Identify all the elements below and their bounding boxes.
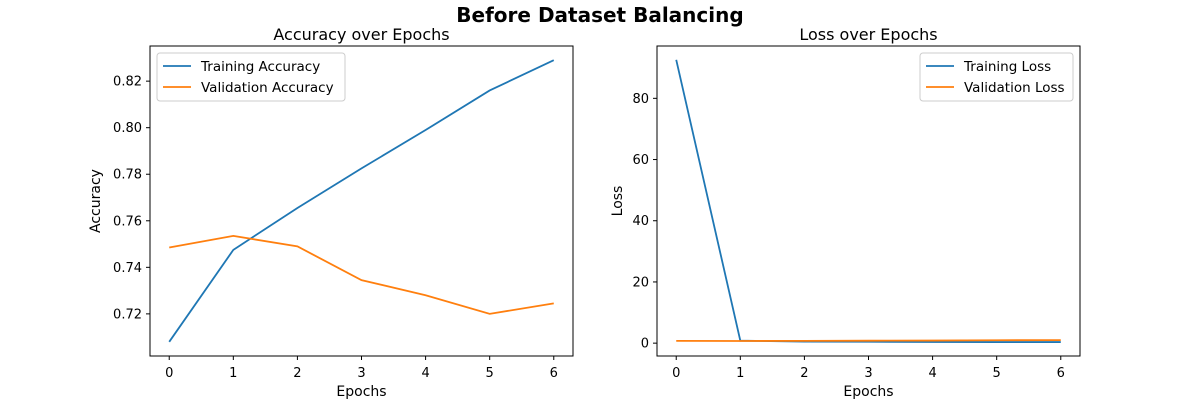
y-axis-label: Loss: [610, 186, 626, 217]
legend-entry: Validation Loss: [964, 80, 1065, 96]
legend: Training Loss Validation Loss: [919, 52, 1074, 102]
x-axis-label: Epochs: [843, 384, 893, 400]
legend-box: [919, 52, 1074, 102]
y-tick-label: 0.76: [113, 214, 142, 229]
x-tick-label: 1: [229, 366, 237, 381]
x-axis-label: Epochs: [336, 384, 386, 400]
x-tick-label: 1: [736, 366, 744, 381]
y-tick-label: 0.74: [113, 261, 142, 276]
x-tick-label: 6: [550, 366, 558, 381]
x-tick-label: 0: [672, 366, 680, 381]
x-tick-label: 3: [864, 366, 872, 381]
x-tick-label: 5: [993, 366, 1001, 381]
legend-entry: Training Loss: [963, 59, 1051, 75]
chart-title: Accuracy over Epochs: [273, 25, 449, 44]
x-tick-label: 6: [1057, 366, 1065, 381]
y-tick-label: 40: [632, 214, 649, 229]
legend-entry: Training Accuracy: [200, 59, 320, 75]
y-axis-label: Accuracy: [88, 169, 104, 233]
legend-entry: Validation Accuracy: [201, 80, 334, 96]
y-tick-label: 0.80: [113, 121, 142, 136]
y-tick-label: 0.72: [113, 307, 142, 322]
y-tick-label: 60: [632, 153, 649, 168]
legend-box: [156, 52, 346, 102]
x-tick-label: 4: [928, 366, 936, 381]
y-tick-label: 80: [632, 92, 649, 107]
chart-title: Loss over Epochs: [799, 25, 937, 44]
y-tick-label: 20: [632, 275, 649, 290]
series-line-training: [168, 59, 555, 343]
series-line-validation: [676, 339, 1061, 342]
series-line-training: [675, 59, 1061, 343]
y-tick-label: 0.82: [113, 75, 142, 90]
y-tick-label: 0.78: [113, 168, 142, 183]
x-tick-label: 0: [165, 366, 173, 381]
figure-title: Before Dataset Balancing: [456, 3, 743, 27]
x-tick-label: 4: [421, 366, 429, 381]
x-tick-label: 2: [293, 366, 301, 381]
x-tick-label: 5: [486, 366, 494, 381]
x-tick-label: 3: [357, 366, 365, 381]
series-line-validation: [169, 234, 554, 315]
x-tick-label: 2: [800, 366, 808, 381]
y-tick-label: 0: [641, 337, 649, 352]
accuracy-chart: 0 1 2 3 4 5 6 0.72 0.74 0.76 0.78 0.80 0.82 Accuracy …: [88, 25, 574, 400]
legend: Training Accuracy Validation Accuracy: [156, 52, 346, 102]
